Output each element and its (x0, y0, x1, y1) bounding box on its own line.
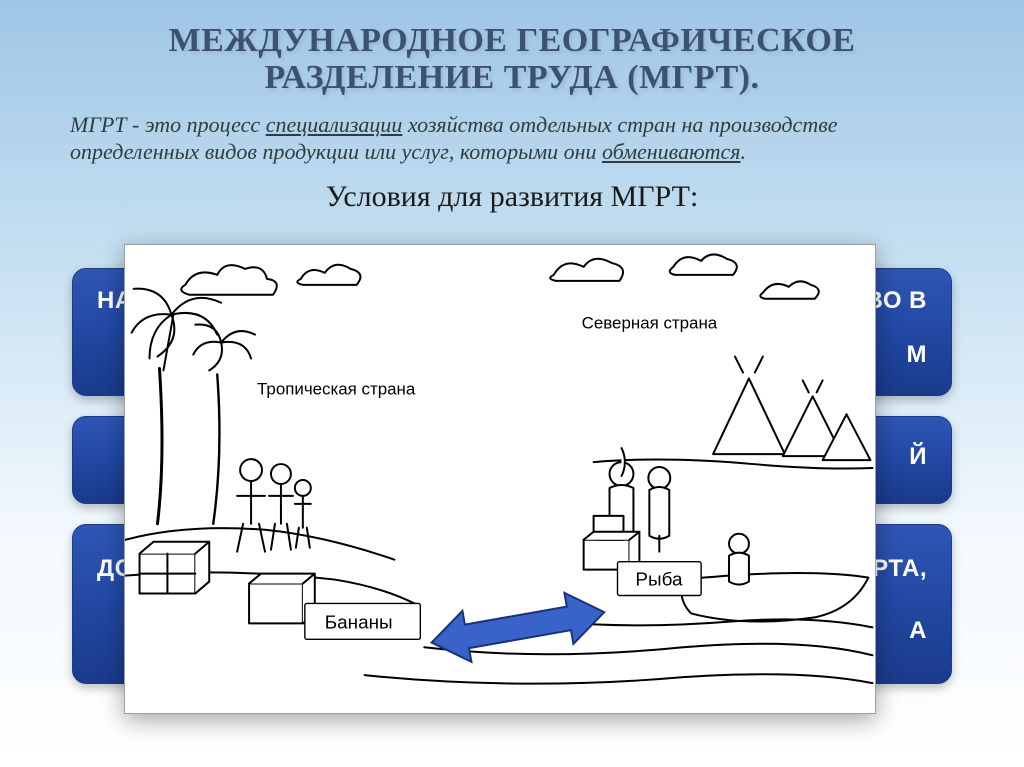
def-u1: специализации (266, 112, 403, 137)
clouds-left-icon (181, 265, 360, 295)
title-line-2: РАЗДЕЛЕНИЕ ТРУДА (МГРТ). (40, 59, 984, 96)
tropical-people-icon (237, 459, 311, 552)
slide-title: МЕЖДУНАРОДНОЕ ГЕОГРАФИЧЕСКОЕ РАЗДЕЛЕНИЕ … (0, 0, 1024, 103)
clouds-right-icon (550, 254, 819, 298)
subheading: Условия для развития МГРТ: (0, 180, 1024, 214)
water-icon (365, 619, 873, 683)
title-line-1: МЕЖДУНАРОДНОЕ ГЕОГРАФИЧЕСКОЕ (40, 22, 984, 59)
palm-tree-icon (132, 289, 222, 524)
def-prefix: МГРТ - это процесс (70, 112, 266, 137)
fish-label: Рыба (635, 570, 683, 591)
def-suffix: . (740, 139, 746, 164)
teepees-icon (713, 357, 870, 461)
bananas-label: Бананы (325, 612, 393, 633)
tropical-country-label: Тропическая страна (257, 379, 416, 398)
northern-country-label: Северная страна (582, 314, 718, 333)
def-u2: обмениваются (602, 139, 740, 164)
crates-left-icon (140, 542, 315, 624)
boat-icon (681, 534, 868, 622)
exchange-arrow-icon (427, 587, 609, 668)
definition-text: МГРТ - это процесс специализации хозяйст… (0, 103, 1024, 166)
box3-l2: РТА, (872, 555, 927, 583)
palm-tree-small-icon (193, 324, 255, 523)
trade-illustration: Тропическая страна Северная страна Банан… (124, 244, 876, 714)
